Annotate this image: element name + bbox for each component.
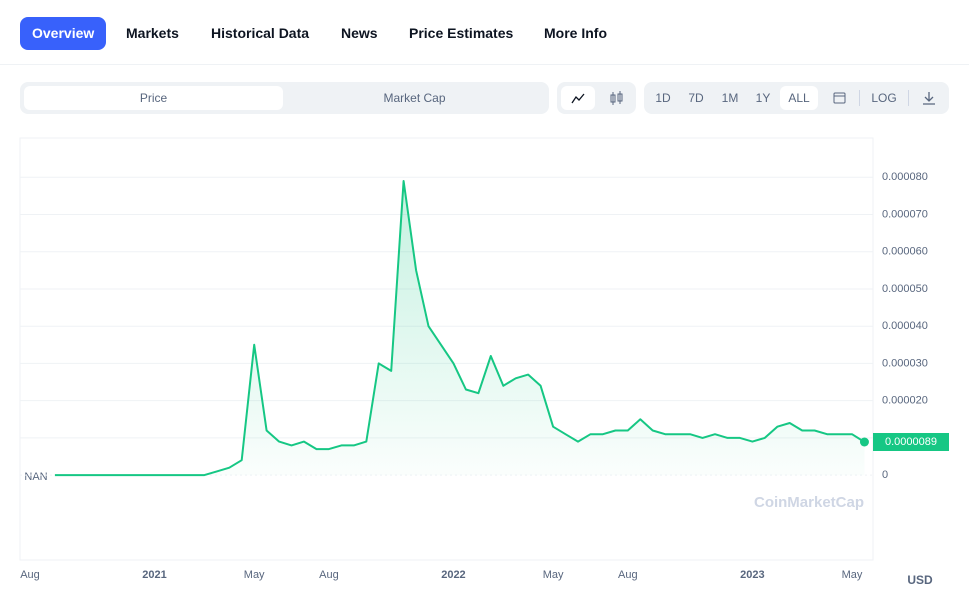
download-icon bbox=[923, 92, 935, 105]
mode-button[interactable]: Price bbox=[24, 86, 283, 110]
left-label: NAN bbox=[24, 471, 47, 483]
price-line bbox=[54, 180, 866, 477]
y-tick-label: 0 bbox=[882, 469, 888, 481]
tab[interactable]: Markets bbox=[126, 25, 179, 41]
tab[interactable]: More Info bbox=[544, 25, 607, 41]
watermark: CoinMarketCap bbox=[754, 494, 864, 511]
y-tick-label: 0.000020 bbox=[882, 395, 928, 407]
range-button[interactable]: 1D bbox=[655, 91, 671, 105]
y-tick-label: 0.000040 bbox=[882, 320, 928, 332]
x-tick-label: May bbox=[842, 569, 863, 581]
range-switch: 1D 7D 1M 1Y ALL LOG bbox=[644, 82, 949, 114]
x-tick-label: 2023 bbox=[740, 569, 764, 581]
log-button[interactable]: LOG bbox=[871, 91, 897, 105]
candle-icon bbox=[610, 91, 623, 105]
y-tick-label: 0.000080 bbox=[882, 171, 928, 183]
tab[interactable]: Overview bbox=[20, 17, 107, 50]
range-button[interactable]: ALL bbox=[780, 86, 818, 110]
x-tick-label: 2022 bbox=[441, 569, 465, 581]
range-button[interactable]: 7D bbox=[688, 91, 704, 105]
line-chart-button[interactable] bbox=[561, 86, 595, 110]
range-button[interactable]: 1M bbox=[721, 91, 739, 105]
tab[interactable]: Historical Data bbox=[211, 25, 310, 41]
tab[interactable]: News bbox=[341, 25, 378, 41]
range-button[interactable]: 1Y bbox=[755, 91, 771, 105]
mode-switch: Price Market Cap bbox=[20, 82, 549, 114]
x-tick-label: 2021 bbox=[142, 569, 166, 581]
last-value-box bbox=[873, 433, 949, 452]
x-tick-label: Aug bbox=[319, 569, 339, 581]
divider bbox=[0, 64, 969, 65]
separator bbox=[859, 90, 860, 106]
x-tick-label: May bbox=[543, 569, 564, 581]
candle-chart-button[interactable] bbox=[599, 86, 633, 110]
x-tick-label: Aug bbox=[20, 569, 40, 581]
calendar-button[interactable] bbox=[824, 86, 854, 110]
line-icon bbox=[571, 93, 585, 104]
currency-label: USD bbox=[907, 573, 933, 587]
last-value-label: 0.0000089 bbox=[885, 436, 937, 448]
x-tick-label: Aug bbox=[618, 569, 638, 581]
x-tick-label: May bbox=[244, 569, 265, 581]
y-tick-label: 0.000070 bbox=[882, 208, 928, 220]
tab[interactable]: Price Estimates bbox=[409, 25, 514, 41]
chart-frame bbox=[19, 137, 874, 561]
y-tick-label: 0.000060 bbox=[882, 246, 928, 258]
chart-type-switch bbox=[557, 82, 636, 114]
price-area bbox=[54, 181, 865, 476]
calendar-icon bbox=[833, 92, 846, 104]
y-tick-label: 0.000030 bbox=[882, 357, 928, 369]
separator bbox=[908, 90, 909, 106]
last-point bbox=[859, 437, 869, 447]
download-button[interactable] bbox=[914, 86, 944, 110]
y-tick-label: 0.000050 bbox=[882, 283, 928, 295]
mode-button[interactable]: Market Cap bbox=[383, 91, 446, 105]
